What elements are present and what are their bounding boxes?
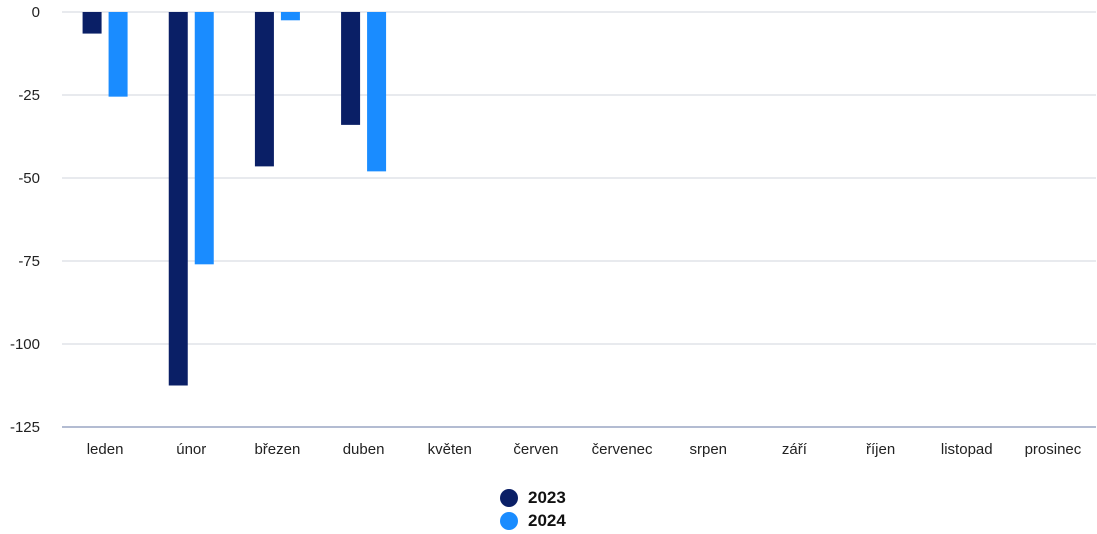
x-tick-label: únor: [176, 441, 206, 458]
x-tick-label: červen: [513, 441, 558, 458]
x-tick-label: duben: [343, 441, 385, 458]
y-tick-label: -75: [18, 253, 40, 270]
bar-2024-březen[interactable]: [280, 12, 300, 21]
x-tick-label: srpen: [689, 441, 727, 458]
bar-2023-únor[interactable]: [168, 12, 188, 386]
x-tick-label: leden: [87, 441, 124, 458]
y-tick-label: -50: [18, 170, 40, 187]
y-tick-label: 0: [32, 4, 40, 21]
x-tick-label: září: [782, 441, 808, 458]
x-tick-label: říjen: [866, 441, 895, 458]
x-tick-label: březen: [254, 441, 300, 458]
bar-2023-leden[interactable]: [82, 12, 102, 34]
x-tick-label: prosinec: [1025, 441, 1082, 458]
x-axis-ticks: leden únor březen duben květen červen červenec…: [87, 441, 1082, 458]
legend-label: 2023: [528, 487, 566, 507]
x-tick-label: listopad: [941, 441, 993, 458]
bar-2024-únor[interactable]: [194, 12, 214, 265]
x-tick-label: červenec: [592, 441, 653, 458]
legend-marker-icon: [500, 488, 518, 507]
bar-2023-březen[interactable]: [254, 12, 274, 167]
legend-item-2023[interactable]: 2023: [500, 486, 620, 509]
y-tick-label: -25: [18, 87, 40, 104]
bar-2023-duben[interactable]: [341, 12, 361, 125]
y-tick-label: -125: [10, 419, 40, 436]
legend-label: 2024: [528, 510, 566, 530]
legend: 2023 2024: [500, 486, 620, 532]
x-tick-label: květen: [428, 441, 472, 458]
y-tick-label: -100: [10, 336, 40, 353]
legend-marker-icon: [500, 511, 518, 530]
bar-chart: 0 -25 -50 -75 -100 -125 leden únor březen duben k…: [10, 4, 1096, 458]
bars: [82, 12, 387, 386]
legend-item-2024[interactable]: 2024: [500, 509, 620, 532]
bar-2024-duben[interactable]: [367, 12, 387, 172]
bar-2024-leden[interactable]: [108, 12, 128, 97]
gridlines: [62, 11, 1096, 428]
y-axis-ticks: 0 -25 -50 -75 -100 -125: [10, 4, 40, 436]
